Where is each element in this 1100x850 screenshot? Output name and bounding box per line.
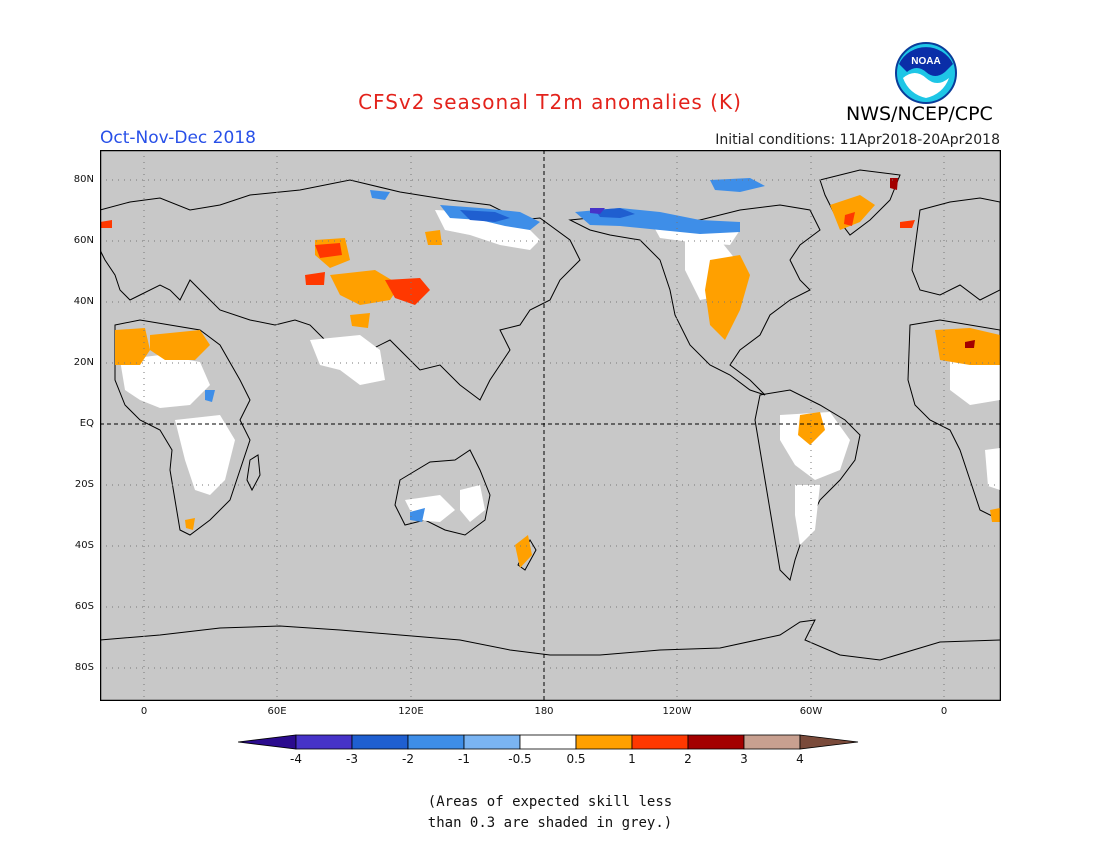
initial-conditions: Initial conditions: 11Apr2018-20Apr2018 — [715, 132, 1000, 148]
colorbar-cell — [463, 734, 521, 750]
colorbar-label: 3 — [740, 752, 748, 766]
forecast-period: Oct-Nov-Dec 2018 — [100, 128, 256, 148]
anomaly-map — [100, 150, 1001, 701]
lat-label-60n: 60N — [73, 235, 94, 246]
colorbar-label: -2 — [402, 752, 414, 766]
colorbar-cell — [351, 734, 409, 750]
svg-text:NOAA: NOAA — [911, 56, 940, 67]
colorbar — [238, 734, 859, 750]
colorbar-cell — [407, 734, 465, 750]
lat-label-60s: 60S — [74, 601, 94, 612]
noaa-logo: NOAA — [895, 42, 957, 104]
colorbar-label: -4 — [290, 752, 302, 766]
footnote-line-2: than 0.3 are shaded in grey.) — [427, 815, 673, 831]
colorbar-label: -1 — [458, 752, 470, 766]
footnote: (Areas of expected skill less than 0.3 a… — [0, 792, 1100, 834]
lat-label-40n: 40N — [73, 296, 94, 307]
colorbar-cell — [631, 734, 689, 750]
strong-cold-anomaly-areas — [460, 208, 635, 222]
lon-label-60e: 60E — [267, 706, 287, 717]
map-frame — [100, 150, 1001, 701]
colorbar-label: 1 — [628, 752, 636, 766]
colorbar-label: 4 — [796, 752, 804, 766]
lon-label-120e: 120E — [398, 706, 424, 717]
lon-label-60w: 60W — [799, 706, 823, 717]
colorbar-arrow-low — [238, 734, 297, 750]
lat-label-40s: 40S — [74, 540, 94, 551]
lon-label-180: 180 — [534, 706, 554, 717]
lon-label-0: 0 — [140, 706, 148, 717]
strong-warm-anomaly-areas — [100, 212, 915, 305]
lon-label-0-east: 0 — [940, 706, 948, 717]
agency-label: NWS/NCEP/CPC — [846, 103, 993, 125]
colorbar-label: -3 — [346, 752, 358, 766]
lat-label-20s: 20S — [74, 479, 94, 490]
graticule — [100, 150, 1000, 700]
lat-label-20n: 20N — [73, 357, 94, 368]
colorbar-label: -0.5 — [508, 752, 532, 766]
colorbar-cell — [295, 734, 353, 750]
very-warm-anomaly-areas — [890, 178, 975, 348]
colorbar-arrow-high — [799, 734, 859, 750]
colorbar-cell — [519, 734, 577, 750]
colorbar-cell — [743, 734, 801, 750]
colorbar-label: 2 — [684, 752, 692, 766]
footnote-line-1: (Areas of expected skill less — [427, 794, 673, 810]
lon-label-120w: 120W — [662, 706, 692, 717]
colorbar-cell — [687, 734, 745, 750]
lat-label-eq: EQ — [79, 418, 94, 429]
skill-mask-background — [100, 150, 1000, 700]
very-cold-anomaly-area — [590, 208, 605, 214]
chart-title: CFSv2 seasonal T2m anomalies (K) — [358, 90, 742, 114]
colorbar-cell — [575, 734, 633, 750]
colorbar-label: 0.5 — [566, 752, 586, 766]
lat-label-80n: 80N — [73, 174, 94, 185]
lat-label-80s: 80S — [74, 662, 94, 673]
